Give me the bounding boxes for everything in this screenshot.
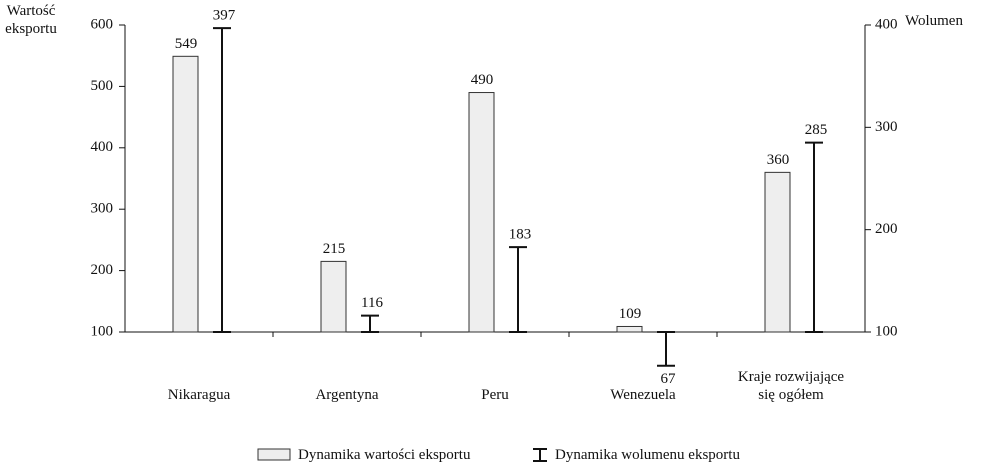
y-tick-label: 300 — [91, 201, 114, 217]
volume-ibeam — [657, 331, 675, 367]
bar-value-label: 549 — [175, 36, 198, 52]
x-tick-label: Nikaragua — [167, 387, 231, 403]
volume-ibeam — [213, 27, 231, 333]
bar — [616, 325, 643, 333]
legend-swatch — [257, 448, 291, 461]
volume-value-label: 116 — [361, 295, 383, 311]
x-tick-label: Wenezuela — [610, 387, 676, 403]
y2-tick-label: 100 — [875, 323, 898, 339]
y-tick-label: 400 — [91, 139, 114, 155]
bar-value-label: 490 — [471, 72, 494, 88]
bar — [468, 92, 495, 333]
x-tick-label: Argentyna — [315, 387, 379, 403]
legend-ibeam — [533, 448, 547, 462]
volume-ibeam — [509, 246, 527, 333]
y2-axis-title: Wolumen — [905, 13, 963, 29]
legend-label: Dynamika wartości eksportu — [298, 447, 471, 463]
y-axis-title: Wartość eksportu — [5, 3, 57, 37]
x-tick-label: Peru — [481, 387, 509, 403]
bar — [172, 55, 199, 333]
x-tick-label: Kraje rozwijające się ogółem — [737, 369, 845, 403]
bar — [320, 260, 347, 333]
bar-value-label: 109 — [619, 306, 642, 322]
y-tick-label: 600 — [91, 16, 114, 32]
y-tick-label: 200 — [91, 262, 114, 278]
volume-value-label: 183 — [509, 227, 532, 243]
bar — [764, 171, 791, 333]
volume-ibeam — [361, 314, 379, 333]
y-tick-label: 500 — [91, 78, 114, 94]
volume-value-label: 285 — [805, 122, 828, 138]
volume-value-label: 67 — [661, 371, 677, 387]
y-tick-label: 100 — [91, 323, 114, 339]
y2-tick-label: 200 — [875, 221, 898, 237]
bar-value-label: 215 — [323, 241, 346, 257]
y2-tick-label: 400 — [875, 16, 898, 32]
legend-label: Dynamika wolumenu eksportu — [555, 447, 740, 463]
volume-value-label: 397 — [213, 8, 236, 24]
volume-ibeam — [805, 141, 823, 333]
bar-value-label: 360 — [767, 152, 790, 168]
y2-tick-label: 300 — [875, 119, 898, 135]
